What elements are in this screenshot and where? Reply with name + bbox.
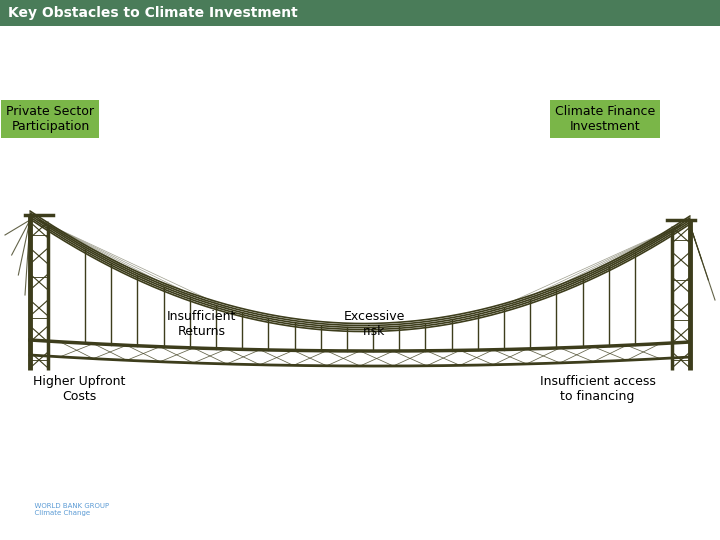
Text: Key Obstacles to Climate Investment: Key Obstacles to Climate Investment [8,6,298,20]
Text: Excessive
risk: Excessive risk [343,310,405,338]
Text: Private Sector
Participation: Private Sector Participation [6,105,94,133]
Text: Higher Upfront
Costs: Higher Upfront Costs [33,375,125,403]
Text: Insufficient
Returns: Insufficient Returns [167,310,236,338]
Text: WORLD BANK GROUP
  Climate Change: WORLD BANK GROUP Climate Change [30,503,109,516]
Bar [0,0,720,26]
Text: Insufficient access
to financing: Insufficient access to financing [540,375,655,403]
Text: Climate Finance
Investment: Climate Finance Investment [554,105,655,133]
